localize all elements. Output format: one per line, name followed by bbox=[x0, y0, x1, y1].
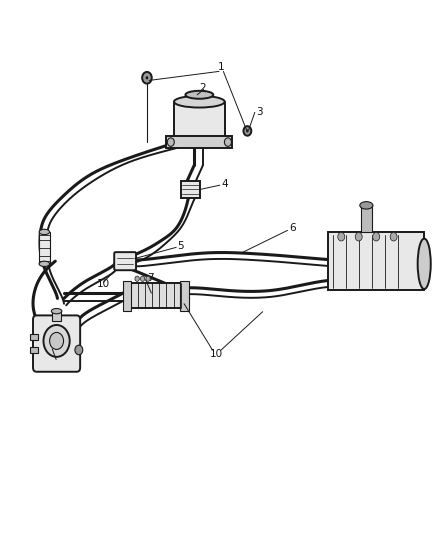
Bar bbox=[30, 334, 38, 341]
Bar bbox=[361, 205, 372, 232]
Circle shape bbox=[75, 345, 83, 355]
Ellipse shape bbox=[360, 201, 373, 209]
Circle shape bbox=[146, 76, 148, 79]
Circle shape bbox=[49, 333, 64, 350]
Ellipse shape bbox=[39, 261, 49, 266]
Bar bbox=[123, 281, 131, 311]
Circle shape bbox=[244, 126, 251, 136]
Text: 8: 8 bbox=[57, 357, 64, 367]
Ellipse shape bbox=[418, 239, 431, 289]
Circle shape bbox=[224, 138, 231, 147]
Bar bbox=[131, 283, 181, 309]
Circle shape bbox=[338, 232, 345, 241]
Ellipse shape bbox=[51, 309, 62, 314]
Circle shape bbox=[390, 232, 397, 241]
Ellipse shape bbox=[174, 130, 225, 143]
Bar bbox=[30, 347, 38, 353]
Ellipse shape bbox=[39, 229, 49, 235]
Text: 10: 10 bbox=[97, 279, 110, 288]
Bar bbox=[180, 281, 189, 311]
Circle shape bbox=[246, 130, 249, 133]
Circle shape bbox=[355, 232, 362, 241]
Bar bbox=[52, 311, 61, 321]
Circle shape bbox=[142, 72, 152, 84]
FancyBboxPatch shape bbox=[33, 316, 80, 372]
Text: 6: 6 bbox=[289, 223, 296, 233]
Text: 3: 3 bbox=[256, 107, 263, 117]
Circle shape bbox=[146, 276, 150, 281]
Circle shape bbox=[43, 325, 70, 357]
Bar bbox=[328, 232, 424, 290]
Text: 4: 4 bbox=[221, 179, 228, 189]
Circle shape bbox=[167, 138, 174, 147]
Text: 2: 2 bbox=[199, 83, 206, 93]
Text: 5: 5 bbox=[177, 241, 184, 251]
Circle shape bbox=[141, 276, 145, 281]
Bar bbox=[166, 136, 232, 148]
Ellipse shape bbox=[174, 96, 225, 108]
Text: 10: 10 bbox=[210, 349, 223, 359]
Bar bbox=[174, 102, 225, 136]
Bar bbox=[181, 181, 200, 198]
Text: 7: 7 bbox=[147, 273, 154, 283]
Circle shape bbox=[135, 276, 139, 281]
FancyBboxPatch shape bbox=[114, 252, 136, 270]
Ellipse shape bbox=[185, 91, 213, 99]
Text: 1: 1 bbox=[218, 62, 225, 72]
Bar bbox=[39, 232, 50, 264]
Circle shape bbox=[373, 232, 380, 241]
